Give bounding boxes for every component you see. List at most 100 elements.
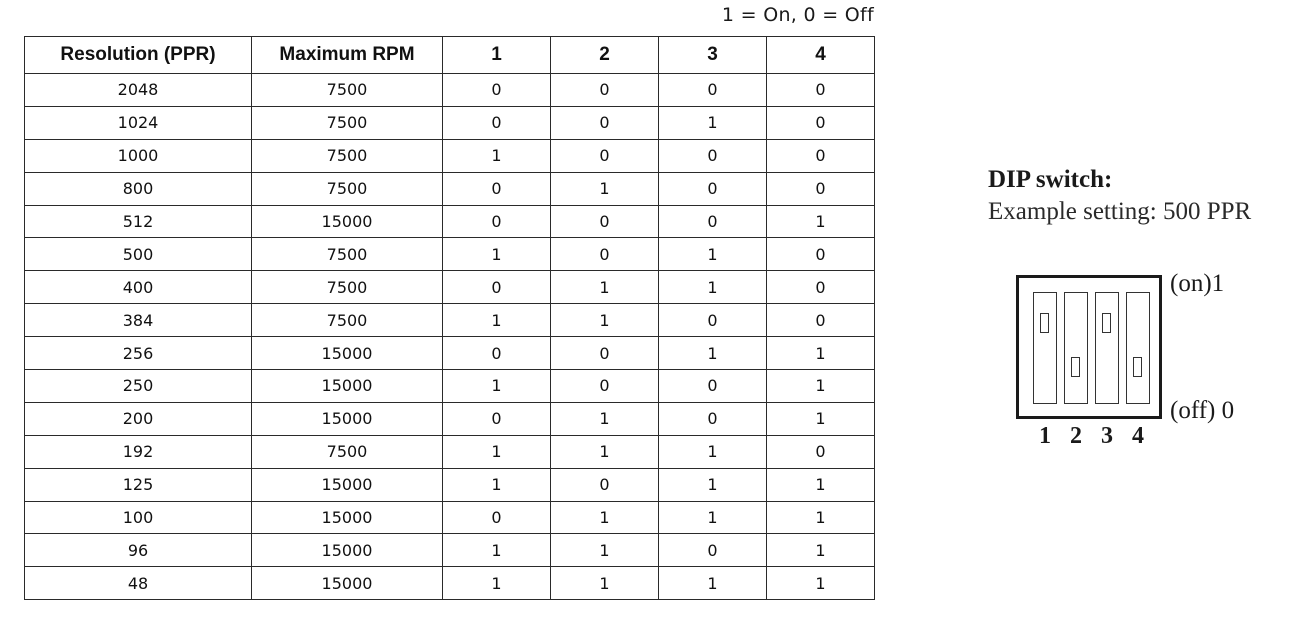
cell-max-rpm: 7500 [251, 270, 443, 305]
cell-resolution: 2048 [24, 73, 252, 107]
cell-switch-3: 1 [658, 566, 767, 601]
header-resolution: Resolution (PPR) [24, 36, 252, 74]
cell-resolution: 200 [24, 401, 252, 436]
cell-switch-1: 1 [442, 138, 551, 173]
table-row: 384 7500 1 1 0 0 [24, 303, 875, 338]
table-row: 192 7500 1 1 1 0 [24, 434, 875, 469]
cell-switch-1: 0 [442, 204, 551, 239]
cell-switch-3: 1 [658, 434, 767, 469]
cell-switch-1: 1 [442, 566, 551, 601]
header-switch-2: 2 [550, 36, 659, 74]
cell-switch-1: 1 [442, 467, 551, 502]
cell-max-rpm: 15000 [251, 204, 443, 239]
cell-switch-4: 1 [766, 204, 875, 239]
cell-resolution: 1024 [24, 105, 252, 140]
cell-switch-4: 0 [766, 303, 875, 338]
cell-switch-2: 1 [550, 171, 659, 206]
cell-switch-4: 0 [766, 434, 875, 469]
cell-switch-1: 0 [442, 270, 551, 305]
resolution-table: Resolution (PPR) Maximum RPM 1 2 3 4 204… [24, 36, 875, 601]
dip-number-3: 3 [1101, 423, 1113, 449]
cell-switch-3: 0 [658, 138, 767, 173]
table-row: 2048 7500 0 0 0 0 [24, 73, 875, 107]
dip-example-setting: Example setting: 500 PPR [988, 198, 1252, 225]
cell-switch-4: 1 [766, 369, 875, 403]
cell-max-rpm: 7500 [251, 237, 443, 272]
cell-max-rpm: 7500 [251, 105, 443, 140]
cell-switch-3: 0 [658, 73, 767, 107]
cell-switch-1: 1 [442, 434, 551, 469]
cell-switch-4: 1 [766, 533, 875, 568]
header-switch-4: 4 [766, 36, 875, 74]
dip-switch-4-knob [1133, 357, 1142, 377]
cell-max-rpm: 15000 [251, 467, 443, 502]
table-row: 250 15000 1 0 0 1 [24, 369, 875, 403]
cell-switch-4: 0 [766, 270, 875, 305]
table-row: 100 15000 0 1 1 1 [24, 500, 875, 535]
table-row: 1000 7500 1 0 0 0 [24, 138, 875, 173]
cell-switch-1: 0 [442, 73, 551, 107]
cell-switch-1: 0 [442, 105, 551, 140]
cell-switch-4: 0 [766, 138, 875, 173]
table-row: 1024 7500 0 0 1 0 [24, 105, 875, 140]
table-row: 125 15000 1 0 1 1 [24, 467, 875, 502]
cell-switch-3: 0 [658, 401, 767, 436]
cell-switch-2: 1 [550, 401, 659, 436]
cell-resolution: 384 [24, 303, 252, 338]
cell-switch-2: 1 [550, 434, 659, 469]
cell-resolution: 800 [24, 171, 252, 206]
cell-max-rpm: 7500 [251, 73, 443, 107]
cell-switch-1: 0 [442, 171, 551, 206]
table-row: 48 15000 1 1 1 1 [24, 566, 875, 601]
table-header-row: Resolution (PPR) Maximum RPM 1 2 3 4 [24, 36, 875, 74]
cell-switch-4: 1 [766, 401, 875, 436]
cell-switch-1: 0 [442, 336, 551, 371]
table-row: 512 15000 0 0 0 1 [24, 204, 875, 239]
cell-switch-4: 1 [766, 336, 875, 371]
cell-switch-2: 1 [550, 270, 659, 305]
table-row: 256 15000 0 0 1 1 [24, 336, 875, 371]
dip-number-1: 1 [1039, 423, 1051, 449]
cell-max-rpm: 15000 [251, 401, 443, 436]
dip-switch-4 [1126, 292, 1150, 404]
dip-number-4: 4 [1132, 423, 1144, 449]
on-off-legend: 1 = On, 0 = Off [721, 4, 874, 26]
cell-max-rpm: 15000 [251, 336, 443, 371]
cell-resolution: 500 [24, 237, 252, 272]
cell-switch-2: 0 [550, 336, 659, 371]
dip-switch-2 [1064, 292, 1088, 404]
cell-switch-3: 1 [658, 237, 767, 272]
cell-switch-2: 0 [550, 138, 659, 173]
table-row: 200 15000 0 1 0 1 [24, 401, 875, 436]
cell-switch-4: 0 [766, 73, 875, 107]
cell-max-rpm: 15000 [251, 369, 443, 403]
cell-resolution: 400 [24, 270, 252, 305]
cell-resolution: 512 [24, 204, 252, 239]
cell-switch-1: 1 [442, 369, 551, 403]
dip-number-2: 2 [1070, 423, 1082, 449]
cell-resolution: 48 [24, 566, 252, 601]
cell-resolution: 192 [24, 434, 252, 469]
table-row: 400 7500 0 1 1 0 [24, 270, 875, 305]
table-row: 96 15000 1 1 0 1 [24, 533, 875, 568]
cell-switch-3: 0 [658, 533, 767, 568]
header-switch-1: 1 [442, 36, 551, 74]
cell-switch-2: 0 [550, 237, 659, 272]
cell-switch-2: 0 [550, 105, 659, 140]
cell-resolution: 96 [24, 533, 252, 568]
cell-switch-3: 1 [658, 500, 767, 535]
cell-resolution: 100 [24, 500, 252, 535]
cell-switch-3: 0 [658, 303, 767, 338]
dip-switch-2-knob [1071, 357, 1080, 377]
cell-switch-1: 1 [442, 237, 551, 272]
cell-resolution: 125 [24, 467, 252, 502]
dip-switch-title: DIP switch: [988, 166, 1113, 193]
cell-switch-3: 1 [658, 467, 767, 502]
cell-switch-2: 0 [550, 369, 659, 403]
cell-switch-3: 1 [658, 336, 767, 371]
cell-switch-2: 1 [550, 566, 659, 601]
cell-switch-3: 0 [658, 369, 767, 403]
cell-switch-2: 0 [550, 467, 659, 502]
header-max-rpm: Maximum RPM [251, 36, 443, 74]
cell-switch-1: 1 [442, 533, 551, 568]
